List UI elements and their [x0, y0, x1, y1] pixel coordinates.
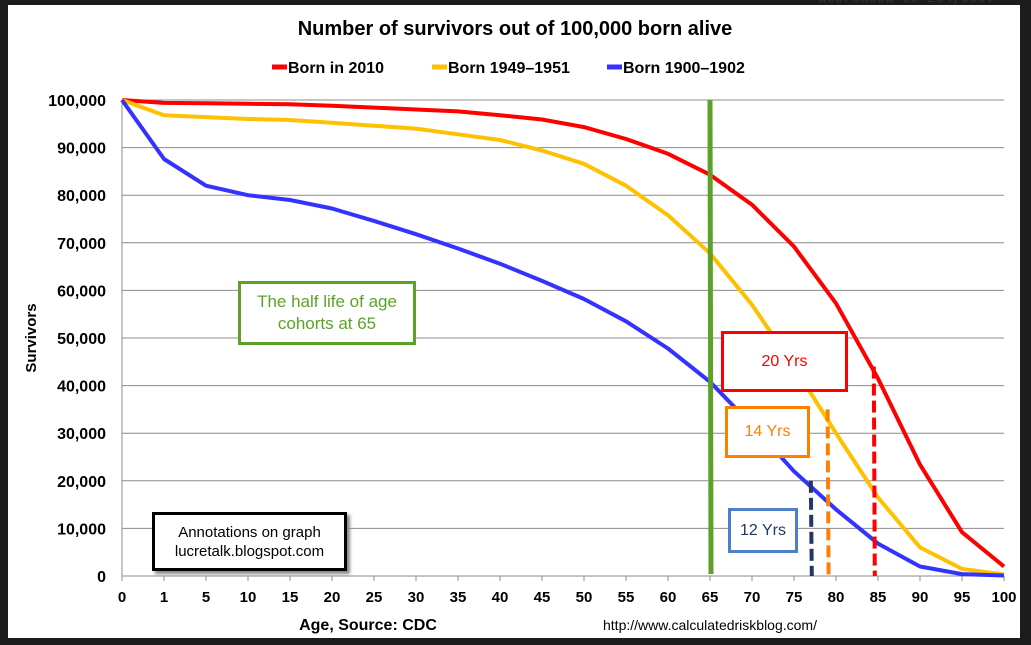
x-tick-label: 30 [408, 589, 425, 606]
x-tick-label: 40 [492, 589, 509, 606]
x-tick-label: 65 [702, 589, 719, 606]
half-life-note: The half life of age cohorts at 65 [238, 281, 416, 345]
x-tick-label: 80 [828, 589, 845, 606]
x-tick-label: 100 [991, 589, 1016, 606]
credit-box: Annotations on graph lucretalk.blogspot.… [152, 512, 347, 571]
orange-14-yrs-label: 14 Yrs [725, 406, 810, 458]
credit-line-1: Annotations on graph [178, 523, 321, 541]
y-tick-labels: 0 10,000 20,000 30,000 40,000 50,000 60,000 70,… [48, 93, 106, 586]
series-line-2 [121, 98, 1005, 577]
x-tick-label: 90 [912, 589, 929, 606]
x-tick-label: 25 [366, 589, 383, 606]
x-tick-label: 45 [534, 589, 551, 606]
blue-12-yrs-label: 12 Yrs [728, 508, 798, 553]
y-tick-label: 60,000 [57, 283, 106, 300]
dashed-marker [871, 366, 877, 577]
dashed-marker [808, 480, 814, 577]
orange-label-text: 14 Yrs [744, 423, 791, 440]
series-line-3 [120, 98, 1005, 578]
y-tick-label: 0 [97, 569, 106, 586]
x-tick-label: 20 [324, 589, 341, 606]
series-line-1 [121, 98, 1006, 569]
half-life-line-65 [707, 99, 714, 575]
source-url: http://www.calculatedriskblog.com/ [603, 617, 817, 633]
red-20-yrs-label: 20 Yrs [721, 331, 848, 392]
y-tick-label: 40,000 [57, 379, 106, 396]
legend-label: Born 1900–1902 [623, 60, 745, 77]
series-lines [120, 98, 1006, 578]
x-tick-label: 35 [450, 589, 467, 606]
y-tick-label: 80,000 [57, 188, 106, 205]
x-tick-label: 1 [160, 589, 168, 606]
legend-label: Born in 2010 [288, 60, 384, 77]
y-tick-label: 90,000 [57, 141, 106, 158]
x-tick-label: 15 [282, 589, 299, 606]
x-tick-label: 85 [870, 589, 887, 606]
y-tick-label: 70,000 [57, 236, 106, 253]
red-label-text: 20 Yrs [761, 352, 808, 370]
chart-title: Number of survivors out of 100,000 born … [298, 18, 733, 40]
x-tick-label: 10 [240, 589, 257, 606]
credit-line-2: lucretalk.blogspot.com [174, 542, 325, 560]
y-tick-label: 10,000 [57, 521, 106, 538]
legend-label: Born 1949–1951 [448, 60, 570, 77]
y-tick-label: 50,000 [57, 331, 106, 348]
dashed-marker [825, 409, 831, 577]
x-tick-label: 5 [202, 589, 210, 606]
x-tick-label: 55 [618, 589, 635, 606]
y-tick-label: 20,000 [57, 474, 106, 491]
x-tick-label: 60 [660, 589, 677, 606]
half-life-note-text: The half life of age cohorts at 65 [257, 292, 397, 333]
legend: Born in 2010 Born 1949–1951 Born 1900–1902 [272, 60, 745, 77]
x-tick-label: 95 [954, 589, 971, 606]
blue-label-text: 12 Yrs [740, 521, 786, 539]
x-tick-label: 75 [786, 589, 803, 606]
x-tick-label: 0 [118, 589, 126, 606]
x-axis-label: Age, Source: CDC [299, 617, 437, 634]
x-tick-label: 70 [744, 589, 761, 606]
x-tick-label: 50 [576, 589, 593, 606]
y-tick-label: 100,000 [48, 93, 106, 110]
annotation-lines [707, 99, 877, 577]
x-tick-labels: 0 1 5 10 15 20 25 30 35 40 45 50 55 60 65 70 75 80 85 90 95 1… [118, 589, 1017, 606]
y-axis-label: Survivors [23, 303, 40, 372]
y-tick-label: 30,000 [57, 426, 106, 443]
